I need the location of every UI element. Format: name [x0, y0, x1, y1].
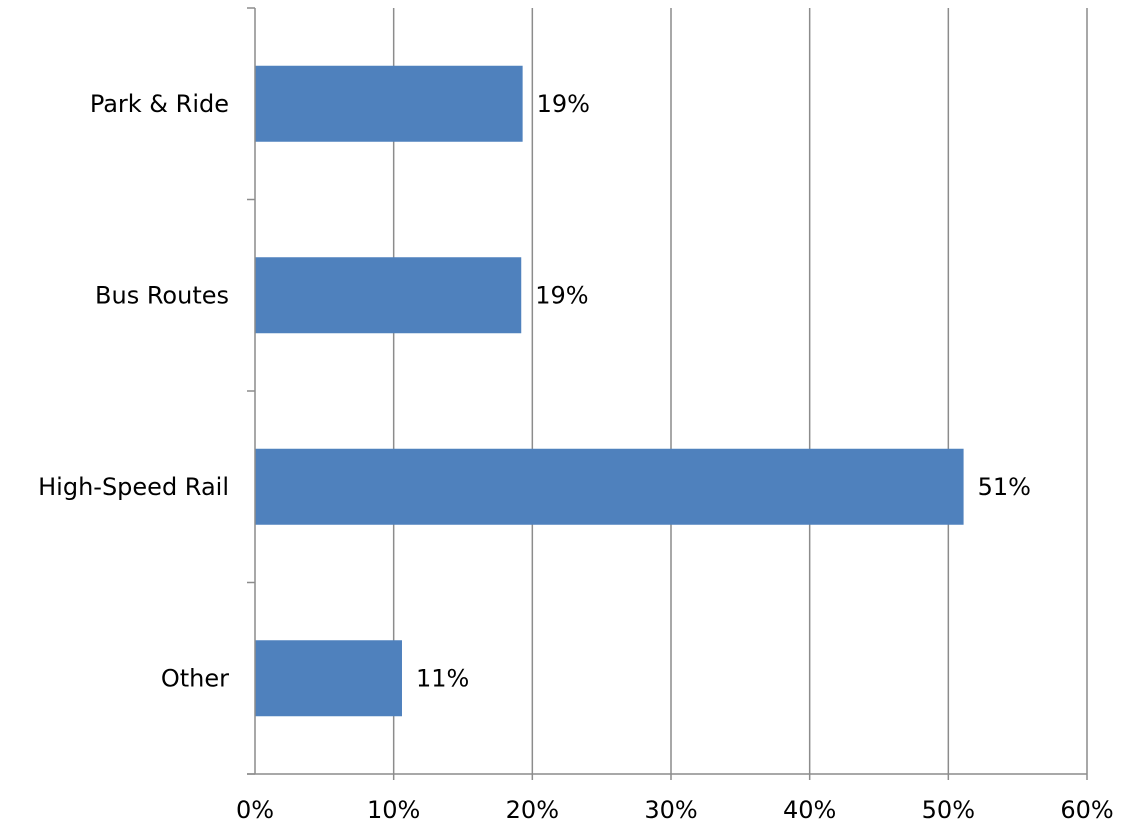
data-label: 19% [535, 281, 588, 309]
x-tick-label: 20% [506, 796, 559, 824]
axis-layer [247, 7, 1087, 775]
x-tick-label: 60% [1060, 796, 1113, 824]
category-label: High-Speed Rail [38, 473, 229, 501]
category-label: Park & Ride [90, 90, 229, 118]
data-label: 11% [416, 664, 469, 692]
data-label: 19% [537, 90, 590, 118]
category-label: Bus Routes [95, 281, 229, 309]
x-tick-label: 40% [783, 796, 836, 824]
x-tick-label: 50% [922, 796, 975, 824]
category-label: Other [161, 664, 229, 692]
bar [255, 257, 522, 334]
label-layer: 0% 10% 20% 30% 40% 50% 60% Park & Ride 19% Bus Ro… [38, 90, 1114, 824]
data-label: 51% [978, 473, 1031, 501]
x-tick-label: 0% [236, 796, 274, 824]
bar [255, 448, 964, 525]
x-tick-label: 30% [644, 796, 697, 824]
bar [255, 65, 523, 142]
x-tick-label: 10% [367, 796, 420, 824]
bar [255, 640, 402, 717]
bar-layer [255, 65, 964, 717]
